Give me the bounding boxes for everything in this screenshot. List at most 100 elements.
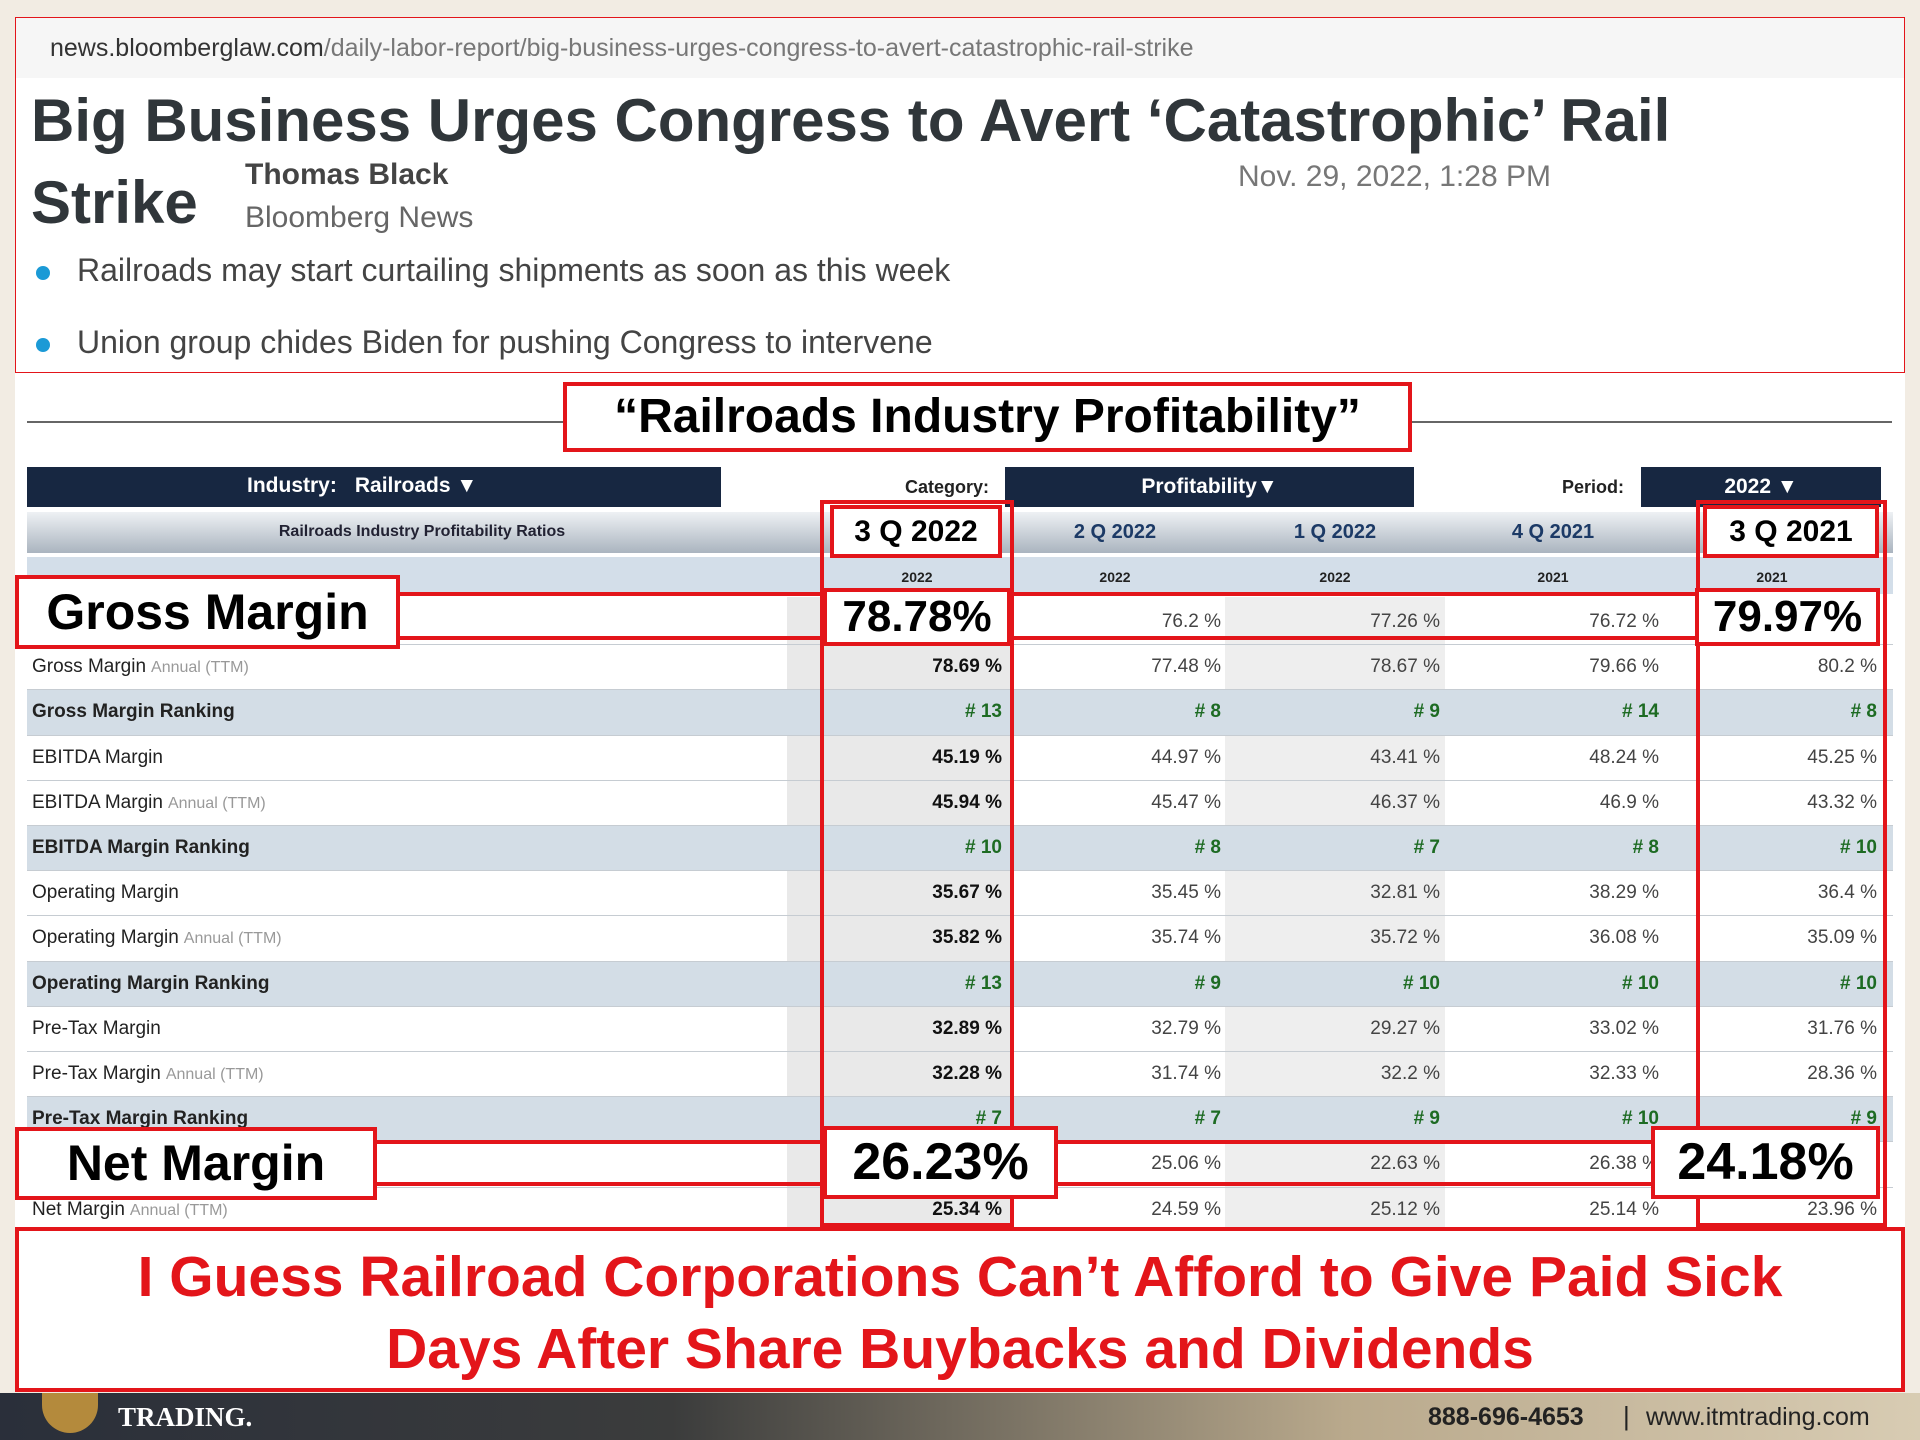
cell: # 9	[1413, 1108, 1440, 1130]
industry-filter: Industry: Railroads ▼	[247, 474, 477, 498]
address-bar	[16, 18, 1904, 78]
table-panel: Industry: Railroads ▼ Category: Profitabili…	[15, 373, 1905, 1227]
year: 2021	[1756, 569, 1788, 585]
cell: 36.4 %	[1817, 882, 1877, 904]
row-border	[27, 870, 1893, 872]
note: Annual (TTM)	[167, 794, 266, 812]
caption-line: I Guess Railroad Corporations Can’t Affo…	[137, 1245, 1783, 1309]
cell: # 13	[965, 701, 1002, 723]
outlet: Bloomberg News	[245, 201, 474, 234]
cell: 29.27 %	[1370, 1017, 1440, 1039]
highlight-column	[1696, 500, 1887, 1227]
cell: 31.76 %	[1807, 1017, 1877, 1039]
cell: 24.59 %	[1151, 1198, 1221, 1220]
footer: TRADING. 888-696-4653 | www.itmtrading.c…	[0, 1393, 1920, 1440]
logo: TRADING.	[118, 1402, 253, 1432]
label: Net Margin	[32, 1198, 125, 1220]
ranking-row	[27, 690, 1893, 736]
column-header: 2 Q 2022	[1073, 521, 1157, 543]
row-border	[27, 779, 1893, 781]
cell: 32.33 %	[1589, 1063, 1659, 1084]
bullet-dot	[36, 266, 50, 280]
row-border	[27, 915, 1893, 917]
cell: # 13	[965, 972, 1002, 994]
label: Operating Margin Ranking	[32, 972, 270, 994]
cell: # 9	[1413, 701, 1440, 723]
row-border	[27, 1051, 1893, 1052]
cell: 44.97 %	[1151, 746, 1221, 768]
year: 2022	[1319, 569, 1351, 585]
date: Nov. 29, 2022, 1:28 PM	[1238, 160, 1551, 193]
label: Operating Margin	[32, 882, 179, 904]
row-border	[27, 689, 1893, 691]
row-label: EBITDA Margin Ranking	[32, 837, 250, 859]
cell: 22.63 %	[1370, 1153, 1440, 1175]
callout-label: Net Margin	[15, 1127, 377, 1200]
cell: 46.9 %	[1599, 791, 1659, 813]
cell: 45.25 %	[1807, 746, 1877, 768]
cell: 43.32 %	[1807, 791, 1877, 813]
cell: 78.69 %	[932, 656, 1002, 678]
cell: 35.09 %	[1807, 927, 1877, 949]
cell: 25.14 %	[1589, 1198, 1659, 1220]
cell: 77.26 %	[1370, 611, 1440, 632]
cell: # 9	[1194, 972, 1221, 994]
note: Annual (TTM)	[183, 930, 282, 948]
label: Pre-Tax Margin	[32, 1017, 161, 1039]
value[interactable]: Railroads ▼	[354, 474, 478, 497]
cell: 35.74 %	[1151, 927, 1221, 949]
year: 2021	[1537, 569, 1569, 585]
label: Gross Margin Ranking	[32, 701, 235, 723]
label: Gross Margin	[32, 656, 147, 678]
row-border	[27, 825, 1893, 826]
cell: # 10	[1840, 972, 1877, 994]
row-label: EBITDA Margin	[32, 747, 163, 769]
column-header: 3 Q 2022	[830, 505, 1002, 558]
cell: 31.74 %	[1151, 1063, 1221, 1084]
url[interactable]: news.bloomberglaw.com/daily-labor-report…	[50, 34, 1194, 63]
cell: 25.12 %	[1370, 1198, 1440, 1220]
note: Annual (TTM)	[151, 659, 249, 677]
cell: 35.67 %	[932, 882, 1002, 904]
overlay-title: “Railroads Industry Profitability”	[563, 382, 1412, 452]
cell: 32.79 %	[1151, 1017, 1221, 1039]
cell: 32.2 %	[1380, 1063, 1440, 1084]
row-label: Operating Margin Ranking	[32, 973, 270, 995]
url-path: /daily-labor-report/big-business-urges-c…	[323, 34, 1194, 62]
category-filter[interactable]: Profitability▼	[1005, 467, 1414, 507]
cell: 38.29 %	[1589, 882, 1659, 904]
cell: 25.34 %	[932, 1198, 1002, 1220]
row-label: Operating Margin	[32, 882, 179, 904]
ranking-row	[27, 826, 1893, 872]
phone: 888-696-4653	[1428, 1403, 1584, 1431]
cell: # 8	[1194, 701, 1221, 723]
cell: 32.89 %	[932, 1017, 1002, 1039]
ranking-row	[27, 961, 1893, 1007]
cell: # 10	[1403, 972, 1440, 994]
cell: 76.72 %	[1589, 611, 1659, 632]
row-label: Pre-Tax Margin	[32, 1018, 161, 1040]
label: Pre-Tax Margin Ranking	[32, 1108, 249, 1130]
cell: 45.19 %	[932, 746, 1002, 768]
bullet-dot	[36, 338, 50, 352]
row-border	[27, 960, 1893, 962]
cell: # 8	[1850, 701, 1877, 723]
article-panel: news.bloomberglaw.com/daily-labor-report…	[15, 17, 1905, 373]
cell: 35.82 %	[932, 927, 1002, 949]
column-header: 1 Q 2022	[1293, 521, 1377, 543]
label: EBITDA Margin	[32, 791, 163, 813]
headline: Strike	[31, 169, 198, 236]
period-label: Period:	[1561, 477, 1624, 497]
column-header: 4 Q 2021	[1511, 521, 1595, 543]
cell: # 10	[1622, 1108, 1659, 1130]
caption-line: Days After Share Buybacks and Dividends	[386, 1317, 1534, 1381]
cell: 32.28 %	[932, 1063, 1002, 1084]
cell: 78.67 %	[1370, 656, 1440, 678]
website[interactable]: www.itmtrading.com	[1646, 1403, 1870, 1431]
cell: 46.37 %	[1370, 791, 1440, 813]
connector	[398, 592, 1698, 596]
highlight-column	[820, 500, 1014, 1227]
cell: 76.2 %	[1161, 611, 1221, 632]
author[interactable]: Thomas Black	[245, 158, 449, 191]
category-label: Category:	[904, 477, 989, 497]
